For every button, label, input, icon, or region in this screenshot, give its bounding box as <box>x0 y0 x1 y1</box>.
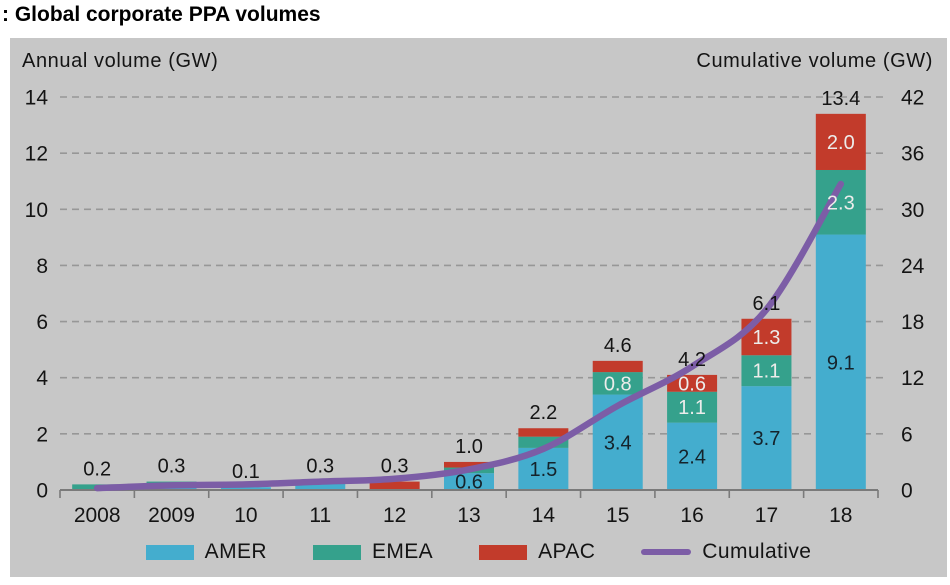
segment-label-apac: 2.0 <box>827 132 855 154</box>
left-axis-tick-label: 10 <box>25 199 48 222</box>
left-axis-tick-label: 12 <box>25 143 48 166</box>
left-axis-tick-label: 2 <box>36 423 48 446</box>
left-axis-tick-label: 4 <box>36 367 48 390</box>
apac-swatch-icon <box>479 544 528 560</box>
bar-segment-emea-15 <box>592 372 643 395</box>
total-label: 1.0 <box>455 436 483 458</box>
bar-segment-apac-18 <box>815 113 866 170</box>
bar-segment-apac-16 <box>667 374 718 392</box>
cumulative-line-swatch-icon <box>641 549 692 555</box>
bar-segment-apac-13 <box>444 461 494 468</box>
right-axis-tick-label: 36 <box>901 143 924 166</box>
bar-segment-amer-17 <box>741 386 792 490</box>
chart-panel: Annual volume (GW) Cumulative volume (GW… <box>10 38 947 577</box>
bar-segment-emea-14 <box>518 436 569 448</box>
x-tick-label: 11 <box>309 504 331 527</box>
total-label: 2.2 <box>529 402 557 424</box>
x-tick-label: 14 <box>532 504 556 527</box>
right-axis-title: Cumulative volume (GW) <box>696 50 933 72</box>
legend-label-cumulative: Cumulative <box>702 540 812 563</box>
x-tick-label: 13 <box>457 504 480 527</box>
bar-segment-amer-13 <box>444 473 494 490</box>
right-axis-tick-label: 24 <box>901 255 925 278</box>
bar-segment-amer-11 <box>295 481 346 490</box>
legend-item-apac: APAC <box>479 540 595 564</box>
left-axis-tick-label: 8 <box>36 255 48 278</box>
x-tick-label: 10 <box>234 504 257 527</box>
right-axis-tick-label: 12 <box>901 367 924 390</box>
legend-item-amer: AMER <box>145 540 267 564</box>
bar-segment-amer-2009 <box>146 487 197 490</box>
segment-label-amer: 3.7 <box>753 428 781 450</box>
total-label: 4.2 <box>678 349 706 371</box>
x-tick-label: 18 <box>829 504 852 527</box>
segment-label-emea: 2.3 <box>827 192 855 214</box>
cumulative-line <box>93 180 845 492</box>
total-label: 0.3 <box>158 456 186 478</box>
x-tick-label: 2009 <box>148 504 195 527</box>
segment-label-emea: 0.8 <box>604 373 632 395</box>
bar-segment-emea-18 <box>815 169 866 235</box>
total-label: 0.2 <box>83 458 111 480</box>
x-tick-label: 15 <box>606 504 629 527</box>
bar-segment-apac-14 <box>518 428 569 437</box>
bar-segment-emea-16 <box>667 391 718 423</box>
segment-label-apac: 0.6 <box>678 373 706 395</box>
left-axis-tick-label: 0 <box>36 480 48 503</box>
bar-segment-amer-18 <box>815 234 866 490</box>
segment-label-emea: 1.1 <box>678 397 706 419</box>
x-tick-label: 17 <box>755 504 778 527</box>
bar-segment-amer-16 <box>667 422 718 490</box>
bar-segment-apac-15 <box>592 360 643 373</box>
bar-segment-emea-17 <box>741 355 792 387</box>
emea-swatch-icon <box>312 544 361 560</box>
x-tick-label: 12 <box>383 504 406 527</box>
segment-label-amer: 9.1 <box>827 352 855 374</box>
x-tick-label: 2008 <box>74 504 121 527</box>
total-label: 0.3 <box>381 456 409 478</box>
total-label: 4.6 <box>604 335 632 357</box>
bar-segment-apac-12 <box>369 481 420 490</box>
bar-segment-amer-15 <box>592 394 643 490</box>
x-tick-label: 16 <box>680 504 703 527</box>
legend-label-amer: AMER <box>204 540 267 563</box>
total-label: 13.4 <box>821 88 860 110</box>
segment-label-amer: 1.5 <box>529 459 557 481</box>
right-axis-tick-label: 42 <box>901 87 924 110</box>
legend-item-emea: EMEA <box>312 540 434 564</box>
left-axis-tick-label: 14 <box>25 87 49 110</box>
left-axis-tick-label: 6 <box>36 311 48 334</box>
right-axis-tick-label: 6 <box>901 423 913 446</box>
legend-item-cumulative: Cumulative <box>641 540 811 564</box>
segment-label-apac: 1.3 <box>753 327 781 349</box>
right-axis-tick-label: 30 <box>901 199 924 222</box>
amer-swatch-icon <box>145 544 194 560</box>
total-label: 6.1 <box>753 293 781 315</box>
right-axis-tick-label: 0 <box>901 480 913 503</box>
legend-label-emea: EMEA <box>371 540 434 563</box>
total-label: 0.3 <box>306 456 334 478</box>
segment-label-amer: 0.6 <box>455 472 483 494</box>
bar-segment-amer-10 <box>220 487 271 490</box>
segment-label-amer: 2.4 <box>678 446 706 468</box>
chart-legend: AMER EMEA APAC Cumulative <box>10 537 947 567</box>
total-label: 0.1 <box>232 461 260 483</box>
chart-title: : Global corporate PPA volumes <box>2 3 321 26</box>
legend-label-apac: APAC <box>538 540 596 563</box>
segment-label-emea: 1.1 <box>753 361 781 383</box>
right-axis-tick-label: 18 <box>901 311 924 334</box>
left-axis-title: Annual volume (GW) <box>22 50 219 72</box>
segment-label-amer: 3.4 <box>604 432 632 454</box>
